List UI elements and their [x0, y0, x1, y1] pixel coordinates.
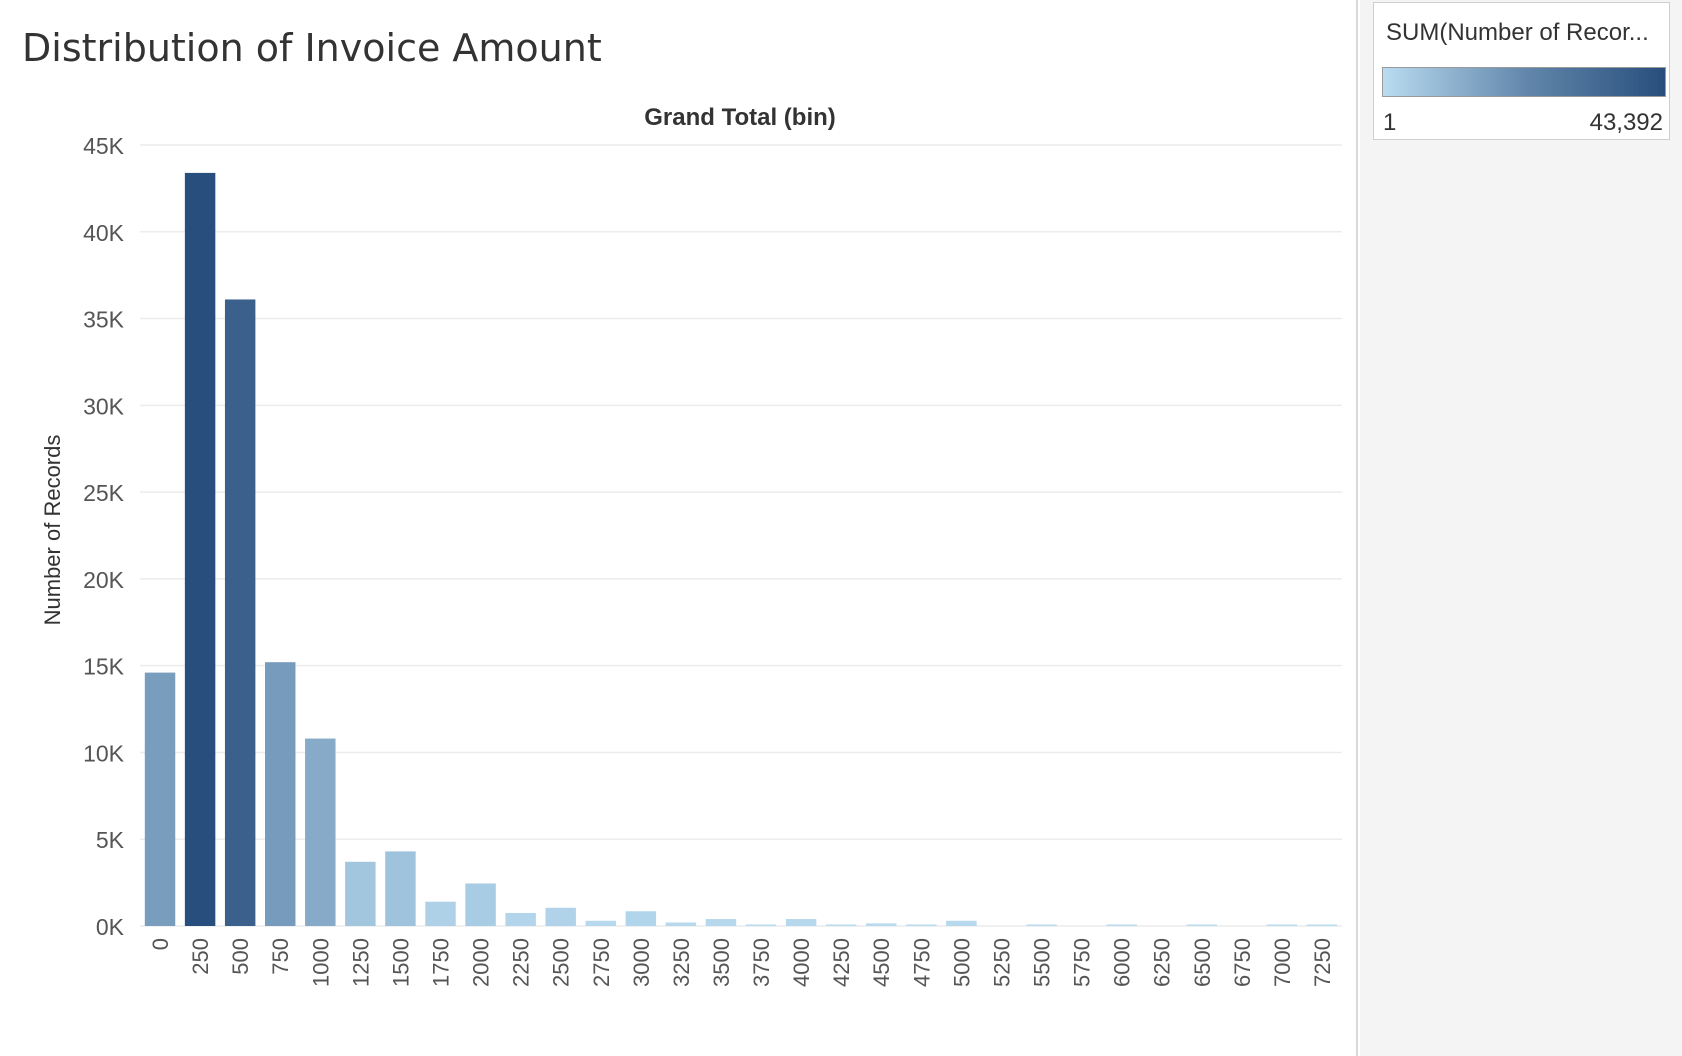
x-tick-label: 6750: [1230, 938, 1255, 987]
x-tick-label: 2500: [549, 938, 574, 987]
x-tick-label: 3000: [629, 938, 654, 987]
x-tick-label: 1000: [308, 938, 333, 987]
x-tick-label: 7250: [1310, 938, 1335, 987]
x-tick-label: 4500: [869, 938, 894, 987]
x-tick-label: 6500: [1190, 938, 1215, 987]
legend-min-label: 1: [1383, 109, 1397, 136]
x-tick-label: 5750: [1070, 938, 1095, 987]
bar-2500[interactable]: [545, 907, 576, 926]
legend-side-panel: [1360, 0, 1682, 1056]
y-tick-label: 35K: [83, 307, 125, 333]
bar-3000[interactable]: [625, 911, 657, 926]
legend-title: SUM(Number of Recor...: [1386, 19, 1649, 46]
bar-1250[interactable]: [345, 861, 376, 926]
bar-4750[interactable]: [906, 924, 937, 927]
x-tick-label: 7000: [1270, 938, 1295, 987]
y-tick-label: 0K: [96, 914, 125, 940]
x-tick-label: 4750: [909, 938, 934, 987]
x-tick-label: 2750: [589, 938, 614, 987]
x-tick-label: 1750: [429, 938, 454, 987]
y-axis-tick-labels: 0K 5K 10K 15K 20K 25K 30K 35K 40K 45K: [83, 133, 125, 940]
x-tick-label: 250: [188, 938, 213, 975]
bar-2000[interactable]: [465, 883, 496, 926]
y-tick-label: 25K: [83, 480, 125, 506]
y-axis-title: Number of Records: [40, 435, 65, 626]
bar-250[interactable]: [184, 172, 216, 927]
x-tick-label: 1250: [348, 938, 373, 987]
x-tick-label: 6000: [1110, 938, 1135, 987]
x-tick-label: 4250: [829, 938, 854, 987]
x-tick-label: 750: [268, 938, 293, 975]
x-tick-label: 5000: [949, 938, 974, 987]
legend-max-label: 43,392: [1589, 109, 1663, 136]
bar-3750[interactable]: [745, 924, 777, 927]
color-legend[interactable]: SUM(Number of Recor... 1 43,392: [1373, 2, 1670, 140]
bar-7250[interactable]: [1306, 924, 1338, 927]
legend-color-ramp: [1382, 67, 1666, 97]
histogram-chart: Grand Total (bin) Number of Records 0K 5K…: [40, 104, 1342, 987]
x-tick-label: 1500: [388, 938, 413, 987]
x-tick-label: 2000: [469, 938, 494, 987]
bar-1500[interactable]: [385, 851, 416, 926]
y-tick-label: 45K: [83, 133, 125, 159]
bar-500[interactable]: [224, 299, 256, 926]
x-tick-label: 0: [148, 938, 173, 950]
chart-title: Grand Total (bin): [644, 104, 836, 131]
x-tick-label: 500: [228, 938, 253, 975]
bar-2250[interactable]: [505, 912, 536, 926]
x-tick-label: 5250: [989, 938, 1014, 987]
x-tick-label: 4000: [789, 938, 814, 987]
y-tick-label: 20K: [83, 567, 125, 593]
y-tick-label: 30K: [83, 393, 125, 419]
x-tick-label: 5500: [1030, 938, 1055, 987]
y-tick-label: 10K: [83, 740, 125, 766]
bar-3500[interactable]: [705, 919, 737, 926]
bar-6000[interactable]: [1106, 924, 1137, 927]
bar-6500[interactable]: [1186, 924, 1217, 927]
bar-0[interactable]: [144, 672, 176, 926]
y-tick-label: 15K: [83, 654, 125, 680]
bar-1750[interactable]: [425, 901, 456, 926]
bar-4250[interactable]: [825, 924, 857, 927]
x-tick-label: 2250: [509, 938, 534, 987]
y-tick-label: 40K: [83, 220, 125, 246]
gridlines: [140, 144, 1342, 927]
bar-1000[interactable]: [305, 738, 336, 926]
x-axis-tick-labels: 0 250 500 750 1000 1250 1500 1750 2000 2250 2500 27…: [148, 938, 1335, 987]
bars: [144, 172, 1338, 927]
page-title: Distribution of Invoice Amount: [22, 26, 602, 70]
bar-2750[interactable]: [585, 920, 616, 926]
bar-7000[interactable]: [1266, 924, 1298, 927]
bar-4000[interactable]: [785, 919, 817, 926]
x-tick-label: 6250: [1150, 938, 1175, 987]
y-tick-label: 5K: [96, 827, 125, 853]
bar-3250[interactable]: [665, 922, 697, 926]
bar-750[interactable]: [265, 662, 296, 926]
x-tick-label: 3500: [709, 938, 734, 987]
bar-5000[interactable]: [946, 920, 977, 926]
bar-4500[interactable]: [866, 923, 897, 926]
x-tick-label: 3750: [749, 938, 774, 987]
bar-5500[interactable]: [1026, 924, 1057, 927]
x-tick-label: 3250: [669, 938, 694, 987]
